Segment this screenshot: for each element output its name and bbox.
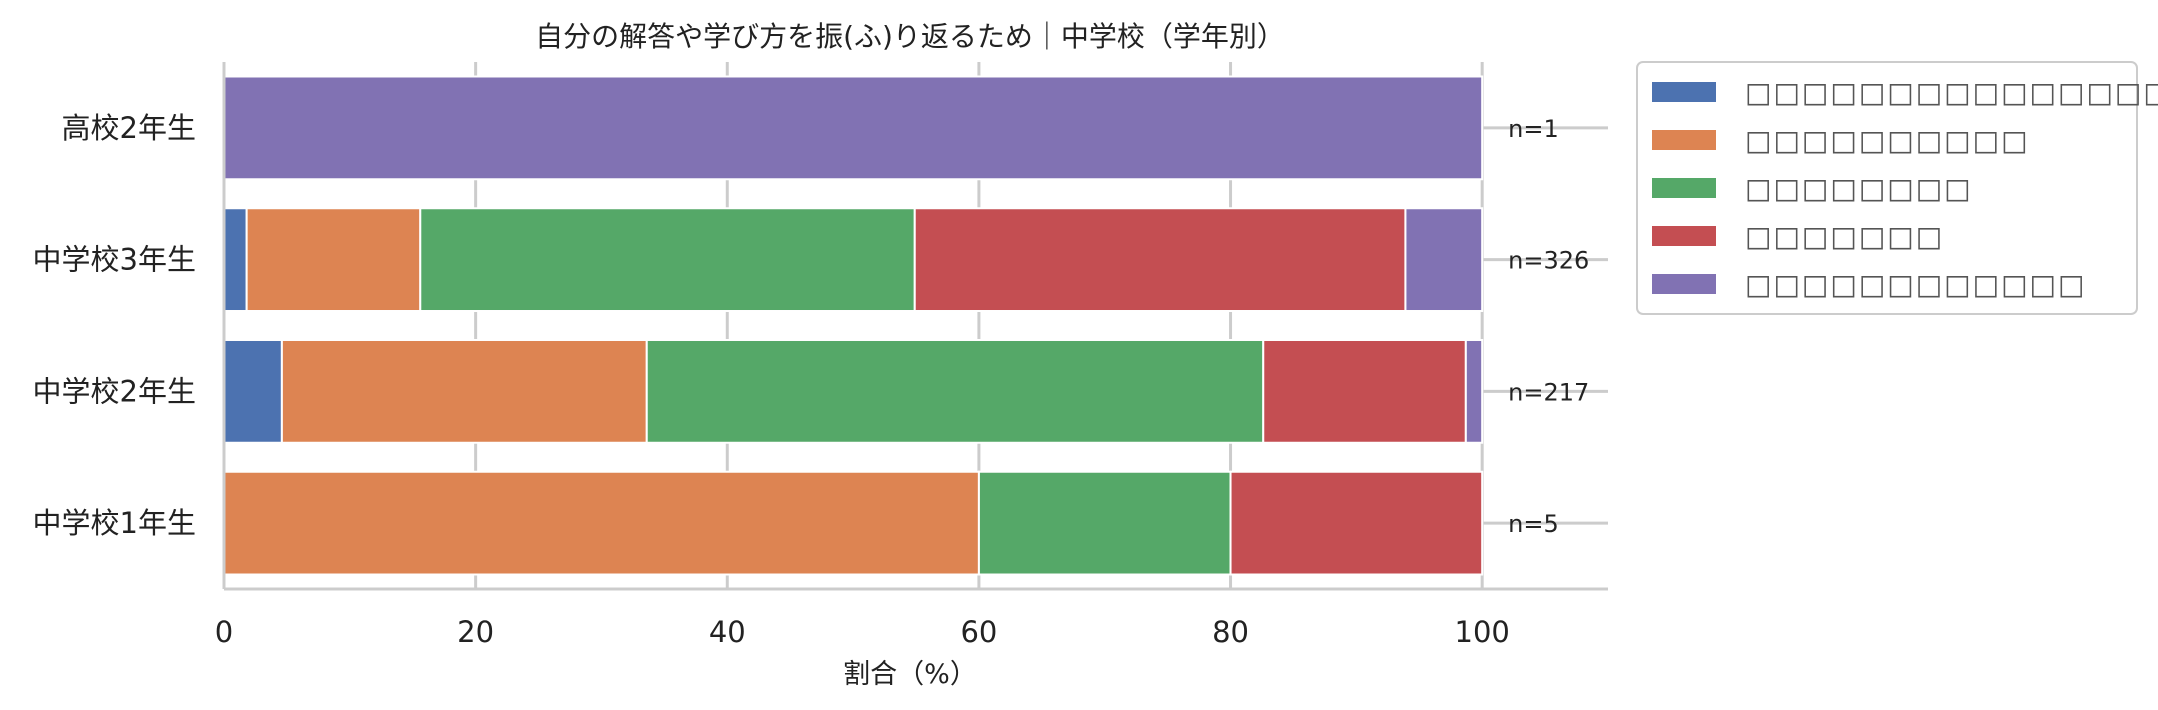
- x-tick-label: 80: [1212, 615, 1249, 649]
- bar-segment: [223, 338, 283, 444]
- bar-segment: [977, 470, 1232, 576]
- bar-segment: [223, 207, 248, 313]
- chart-title: 自分の解答や学び方を振(ふ)り返るため｜中学校（学年別）: [535, 20, 1285, 53]
- legend-label: □□□□□□□□□□□□: [1745, 268, 2086, 301]
- bar-segment: [1262, 338, 1467, 444]
- count-label: n=1: [1508, 115, 1559, 143]
- x-axis-label: 割合（%）: [843, 659, 977, 690]
- x-tick-label: 40: [709, 615, 746, 649]
- bar-segment: [645, 338, 1265, 444]
- x-tick-label: 100: [1455, 615, 1510, 649]
- bar-segment: [1229, 470, 1484, 576]
- count-label: n=217: [1508, 378, 1589, 406]
- legend-swatch: [1652, 274, 1716, 294]
- bar-segment: [223, 75, 1484, 181]
- legend-frame: [1636, 61, 2138, 315]
- bar-segment: [280, 338, 648, 444]
- legend-swatch: [1652, 178, 1716, 198]
- bars: [223, 75, 1484, 576]
- bar-segment: [245, 207, 422, 313]
- x-tick-label: 0: [215, 615, 233, 649]
- count-label: n=5: [1508, 510, 1559, 538]
- y-tick-label: 高校2年生: [62, 111, 196, 145]
- y-tick-label: 中学校2年生: [33, 374, 196, 408]
- legend: □□□□□□□□□□□□□□ □□□□□□□□□□□□□□□□□□□□□□□□□□…: [1636, 61, 2158, 315]
- count-label: n=326: [1508, 247, 1589, 275]
- y-tick-label: 中学校3年生: [33, 243, 196, 277]
- axes: [222, 62, 1608, 591]
- bar-segment: [1404, 207, 1484, 313]
- legend-label: □□□□□□□□□□: [1745, 124, 2030, 157]
- bar-segment: [1464, 338, 1484, 444]
- legend-swatch: [1652, 130, 1716, 150]
- legend-swatch: [1652, 82, 1716, 102]
- legend-label: □□□□□□□□: [1745, 172, 1973, 205]
- legend-label: □□□□□□□: [1745, 220, 1944, 253]
- legend-swatch: [1652, 226, 1716, 246]
- legend-label: □□□□□□□□□□□□□□□□□: [1745, 76, 2158, 109]
- bar-segment: [419, 207, 916, 313]
- bar-segment: [913, 207, 1407, 313]
- x-tick-label: 60: [960, 615, 997, 649]
- bar-segment: [223, 470, 980, 576]
- x-tick-label: 20: [457, 615, 494, 649]
- y-tick-label: 中学校1年生: [33, 506, 196, 540]
